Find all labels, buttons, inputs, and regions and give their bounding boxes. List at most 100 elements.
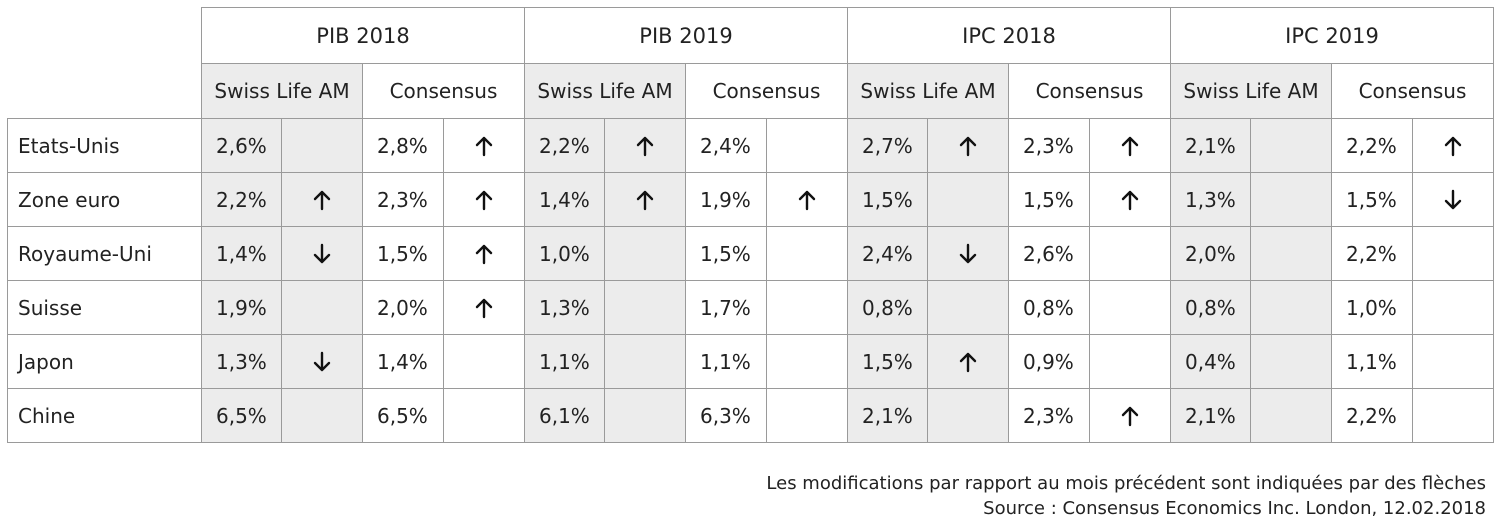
table-row: Suisse 1,9% 2,0% 1,3% 1,7% 0,8% 0,8% 0,8% 1,0% xyxy=(7,280,1494,335)
arrow-up-icon xyxy=(313,190,331,210)
group-header-pib-2019: PIB 2019 xyxy=(524,7,848,64)
change-indicator-cell xyxy=(604,280,686,335)
corner-cell xyxy=(8,8,202,64)
change-indicator-cell xyxy=(1089,388,1171,443)
value-cell: 1,3% xyxy=(201,334,282,389)
change-indicator-cell xyxy=(1412,280,1494,335)
arrow-up-icon xyxy=(636,190,654,210)
arrow-up-icon xyxy=(475,244,493,264)
value-cell: 0,8% xyxy=(1170,280,1251,335)
change-indicator-cell xyxy=(1089,172,1171,227)
change-indicator-cell xyxy=(604,334,686,389)
change-indicator-cell xyxy=(281,118,363,173)
value-cell: 1,5% xyxy=(1008,172,1090,227)
change-indicator-cell xyxy=(443,280,525,335)
value-cell: 2,2% xyxy=(1331,226,1413,281)
sub-header-swiss-life: Swiss Life AM xyxy=(847,63,1009,119)
arrow-up-icon xyxy=(475,298,493,318)
value-cell: 2,3% xyxy=(1008,388,1090,443)
table-body: Etats-Unis 2,6% 2,8% 2,2% 2,4% 2,7% 2,3% 2,1% 2,… xyxy=(7,118,1494,443)
arrow-up-icon xyxy=(959,352,977,372)
change-indicator-cell xyxy=(281,388,363,443)
arrow-up-icon xyxy=(1121,406,1139,426)
table-row: Etats-Unis 2,6% 2,8% 2,2% 2,4% 2,7% 2,3% 2,1% 2,… xyxy=(7,118,1494,173)
value-cell: 1,5% xyxy=(685,226,767,281)
change-indicator-cell xyxy=(1412,172,1494,227)
change-indicator-cell xyxy=(281,172,363,227)
arrow-up-icon xyxy=(475,136,493,156)
sub-header-row: Swiss Life AM Consensus Swiss Life AM Co… xyxy=(8,63,1494,119)
sub-header-consensus: Consensus xyxy=(362,63,525,119)
change-indicator-cell xyxy=(604,172,686,227)
value-cell: 2,1% xyxy=(1170,118,1251,173)
change-indicator-cell xyxy=(1250,226,1332,281)
value-cell: 2,0% xyxy=(1170,226,1251,281)
value-cell: 6,1% xyxy=(524,388,605,443)
change-indicator-cell xyxy=(766,172,848,227)
value-cell: 1,5% xyxy=(1331,172,1413,227)
arrow-down-icon xyxy=(1444,189,1462,209)
arrow-up-icon xyxy=(1444,136,1462,156)
change-indicator-cell xyxy=(766,226,848,281)
change-indicator-cell xyxy=(927,388,1009,443)
value-cell: 2,6% xyxy=(201,118,282,173)
change-indicator-cell xyxy=(604,118,686,173)
change-indicator-cell xyxy=(604,226,686,281)
value-cell: 1,7% xyxy=(685,280,767,335)
group-header-ipc-2018: IPC 2018 xyxy=(847,7,1171,64)
table-row: Zone euro 2,2% 2,3% 1,4% 1,9% 1,5% 1,5% 1,3% 1,5… xyxy=(7,172,1494,227)
value-cell: 2,3% xyxy=(362,172,444,227)
change-indicator-cell xyxy=(1412,334,1494,389)
country-label: Etats-Unis xyxy=(7,118,202,173)
value-cell: 1,1% xyxy=(524,334,605,389)
value-cell: 1,3% xyxy=(1170,172,1251,227)
value-cell: 1,4% xyxy=(524,172,605,227)
footer-source: Source : Consensus Economics Inc. London… xyxy=(983,498,1486,519)
value-cell: 2,2% xyxy=(201,172,282,227)
arrow-up-icon xyxy=(959,136,977,156)
change-indicator-cell xyxy=(443,388,525,443)
change-indicator-cell xyxy=(1089,334,1171,389)
value-cell: 1,9% xyxy=(201,280,282,335)
arrow-up-icon xyxy=(636,136,654,156)
change-indicator-cell xyxy=(927,118,1009,173)
change-indicator-cell xyxy=(604,388,686,443)
value-cell: 2,2% xyxy=(1331,118,1413,173)
change-indicator-cell xyxy=(281,334,363,389)
change-indicator-cell xyxy=(1089,118,1171,173)
change-indicator-cell xyxy=(766,334,848,389)
arrow-up-icon xyxy=(1121,136,1139,156)
value-cell: 2,1% xyxy=(847,388,928,443)
value-cell: 6,5% xyxy=(201,388,282,443)
change-indicator-cell xyxy=(766,118,848,173)
country-label: Japon xyxy=(7,334,202,389)
value-cell: 1,1% xyxy=(1331,334,1413,389)
country-label: Zone euro xyxy=(7,172,202,227)
change-indicator-cell xyxy=(766,388,848,443)
change-indicator-cell xyxy=(1089,280,1171,335)
value-cell: 6,5% xyxy=(362,388,444,443)
change-indicator-cell xyxy=(1412,226,1494,281)
group-header-pib-2018: PIB 2018 xyxy=(201,7,525,64)
value-cell: 0,4% xyxy=(1170,334,1251,389)
value-cell: 0,9% xyxy=(1008,334,1090,389)
change-indicator-cell xyxy=(1250,118,1332,173)
group-header-ipc-2019: IPC 2019 xyxy=(1170,7,1494,64)
country-label: Chine xyxy=(7,388,202,443)
change-indicator-cell xyxy=(927,280,1009,335)
value-cell: 0,8% xyxy=(1008,280,1090,335)
change-indicator-cell xyxy=(927,226,1009,281)
value-cell: 2,6% xyxy=(1008,226,1090,281)
change-indicator-cell xyxy=(281,280,363,335)
arrow-up-icon xyxy=(1121,190,1139,210)
value-cell: 2,2% xyxy=(1331,388,1413,443)
change-indicator-cell xyxy=(1412,118,1494,173)
change-indicator-cell xyxy=(443,226,525,281)
sub-header-swiss-life: Swiss Life AM xyxy=(201,63,363,119)
value-cell: 1,9% xyxy=(685,172,767,227)
value-cell: 2,4% xyxy=(847,226,928,281)
value-cell: 2,0% xyxy=(362,280,444,335)
change-indicator-cell xyxy=(1250,388,1332,443)
value-cell: 1,1% xyxy=(685,334,767,389)
value-cell: 2,2% xyxy=(524,118,605,173)
